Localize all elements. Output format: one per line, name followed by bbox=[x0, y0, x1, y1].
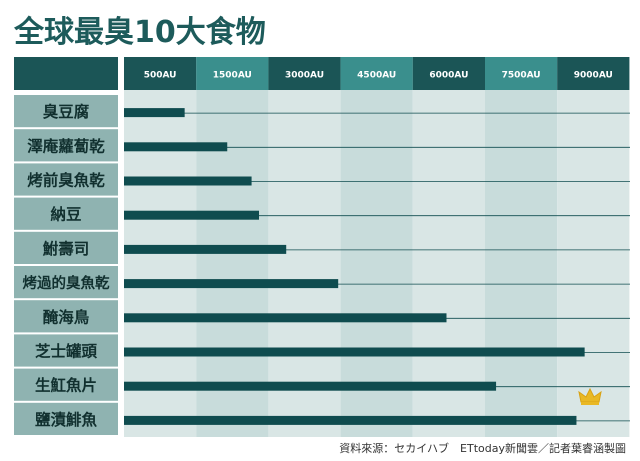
category-cell bbox=[14, 231, 118, 264]
column-band bbox=[412, 57, 485, 437]
axis-header: 500AU 1500AU 3000AU 4500AU 6000AU 7500AU 9000A… bbox=[124, 57, 630, 90]
bar bbox=[124, 108, 185, 118]
header-cell bbox=[340, 57, 413, 90]
header-cell bbox=[124, 57, 197, 90]
header-cell bbox=[485, 57, 558, 90]
column-bands bbox=[124, 57, 630, 437]
bar bbox=[124, 381, 497, 391]
category-cell bbox=[14, 334, 118, 367]
x-tick-label: 500AU bbox=[144, 71, 177, 81]
x-tick-label: 7500AU bbox=[502, 71, 541, 81]
bar bbox=[124, 244, 287, 254]
crown-icon bbox=[578, 387, 602, 405]
category-cell bbox=[14, 129, 118, 162]
category-label: 納豆 bbox=[50, 205, 81, 224]
bar bbox=[124, 347, 585, 357]
x-tick-label: 6000AU bbox=[429, 71, 468, 81]
category-label: 澤庵蘿蔔乾 bbox=[27, 136, 105, 155]
category-label: 鹽漬鯡魚 bbox=[35, 410, 98, 429]
column-band bbox=[485, 57, 558, 437]
column-band bbox=[340, 57, 413, 437]
bars bbox=[124, 108, 585, 425]
bar bbox=[124, 313, 447, 323]
bar bbox=[124, 415, 577, 425]
column-band bbox=[557, 57, 630, 437]
category-label: 烤前臭魚乾 bbox=[27, 171, 105, 190]
category-cell bbox=[14, 402, 118, 435]
category-cell bbox=[14, 266, 118, 299]
category-cell bbox=[14, 197, 118, 230]
header-cell bbox=[196, 57, 269, 90]
chart-title: 全球最臭10大食物 bbox=[13, 15, 266, 50]
category-label: 鮒壽司 bbox=[43, 239, 90, 258]
source-note: 資料來源：セカイハブ ETtoday新聞雲／記者葉睿涵製圖 bbox=[339, 441, 626, 455]
header-cell bbox=[268, 57, 341, 90]
bar bbox=[124, 279, 339, 289]
x-tick-label: 3000AU bbox=[285, 71, 324, 81]
category-label: 烤過的臭魚乾 bbox=[23, 274, 110, 292]
header-cell bbox=[557, 57, 630, 90]
category-label: 醃海鳥 bbox=[43, 307, 90, 326]
category-label: 臭豆腐 bbox=[43, 102, 90, 121]
category-cell bbox=[14, 163, 118, 196]
category-cell bbox=[14, 368, 118, 401]
bar bbox=[124, 176, 252, 186]
header-cell bbox=[412, 57, 485, 90]
category-label: 芝士罐頭 bbox=[35, 342, 98, 361]
x-tick-label: 4500AU bbox=[357, 71, 396, 81]
category-cell bbox=[14, 95, 118, 128]
category-label: 生魟魚片 bbox=[35, 376, 97, 395]
category-cell bbox=[14, 300, 118, 333]
bar bbox=[124, 142, 228, 152]
x-tick-label: 1500AU bbox=[213, 71, 252, 81]
bar bbox=[124, 210, 260, 220]
header-corner-cell bbox=[14, 57, 118, 90]
x-tick-label: 9000AU bbox=[574, 71, 613, 81]
